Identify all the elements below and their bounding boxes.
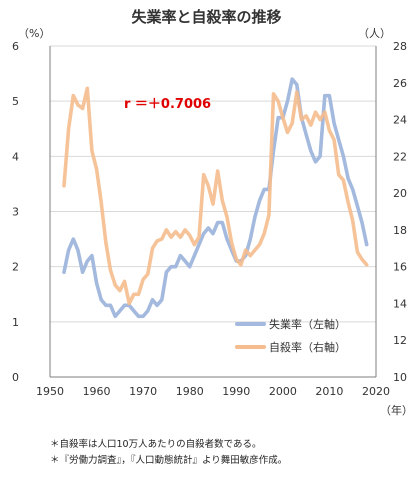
x-axis-ticks: 1950 1960 1970 1980 1990 2000 2010 2020	[36, 385, 390, 398]
left-tick-label: 3	[12, 206, 19, 219]
footnotes: ＊自殺率は人口10万人あたりの自殺者数である。 ＊『労働力調査』，『人口動態統計…	[50, 437, 287, 469]
right-tick-label: 18	[393, 224, 407, 237]
chart-title: 失業率と自殺率の推移	[131, 8, 282, 26]
correlation-label: r ＝＋0.7006	[124, 97, 211, 112]
x-tick-label: 2000	[269, 385, 297, 398]
x-tick-label: 2010	[315, 385, 343, 398]
x-tick-label: 1990	[222, 385, 250, 398]
right-tick-label: 26	[393, 77, 407, 90]
left-tick-label: 0	[12, 371, 19, 384]
x-tick-label: 2020	[362, 385, 390, 398]
left-tick-label: 2	[12, 261, 19, 274]
footnote-source: ＊『労働力調査』，『人口動態統計』より舞田敏彦作成。	[50, 455, 288, 466]
x-tick-label: 1980	[176, 385, 204, 398]
right-axis-ticks: 10 12 14 16 18 20 22 24 26 28	[393, 40, 407, 384]
right-tick-label: 22	[393, 150, 407, 163]
right-tick-label: 24	[393, 114, 407, 127]
legend-label-unemployment: 失業率（左軸）	[269, 317, 346, 331]
right-tick-label: 28	[393, 40, 407, 53]
series-line-unemployment	[62, 77, 369, 319]
series-line-suicide	[62, 86, 369, 306]
x-tick-label: 1960	[83, 385, 111, 398]
x-axis-unit: （年）	[380, 403, 413, 417]
right-tick-label: 14	[393, 297, 407, 310]
right-axis-unit: （人）	[358, 27, 391, 40]
x-tick-label: 1970	[129, 385, 157, 398]
axes	[49, 46, 377, 378]
left-tick-label: 5	[12, 95, 19, 108]
right-tick-label: 10	[393, 371, 407, 384]
left-axis-unit: （%）	[18, 27, 50, 40]
left-axis-ticks: 0 1 2 3 4 5 6	[12, 40, 19, 384]
right-tick-label: 12	[393, 334, 407, 347]
footnote-definition: ＊自殺率は人口10万人あたりの自殺者数である。	[50, 439, 262, 450]
left-tick-label: 1	[12, 316, 19, 329]
x-tick-label: 1950	[36, 385, 64, 398]
legend-label-suicide: 自殺率（右軸）	[269, 340, 346, 354]
left-tick-label: 4	[12, 150, 19, 163]
series-lines	[62, 77, 369, 319]
left-tick-label: 6	[12, 40, 19, 53]
legend: 失業率（左軸） 自殺率（右軸）	[235, 317, 346, 354]
right-tick-label: 16	[393, 261, 407, 274]
right-tick-label: 20	[393, 187, 407, 200]
